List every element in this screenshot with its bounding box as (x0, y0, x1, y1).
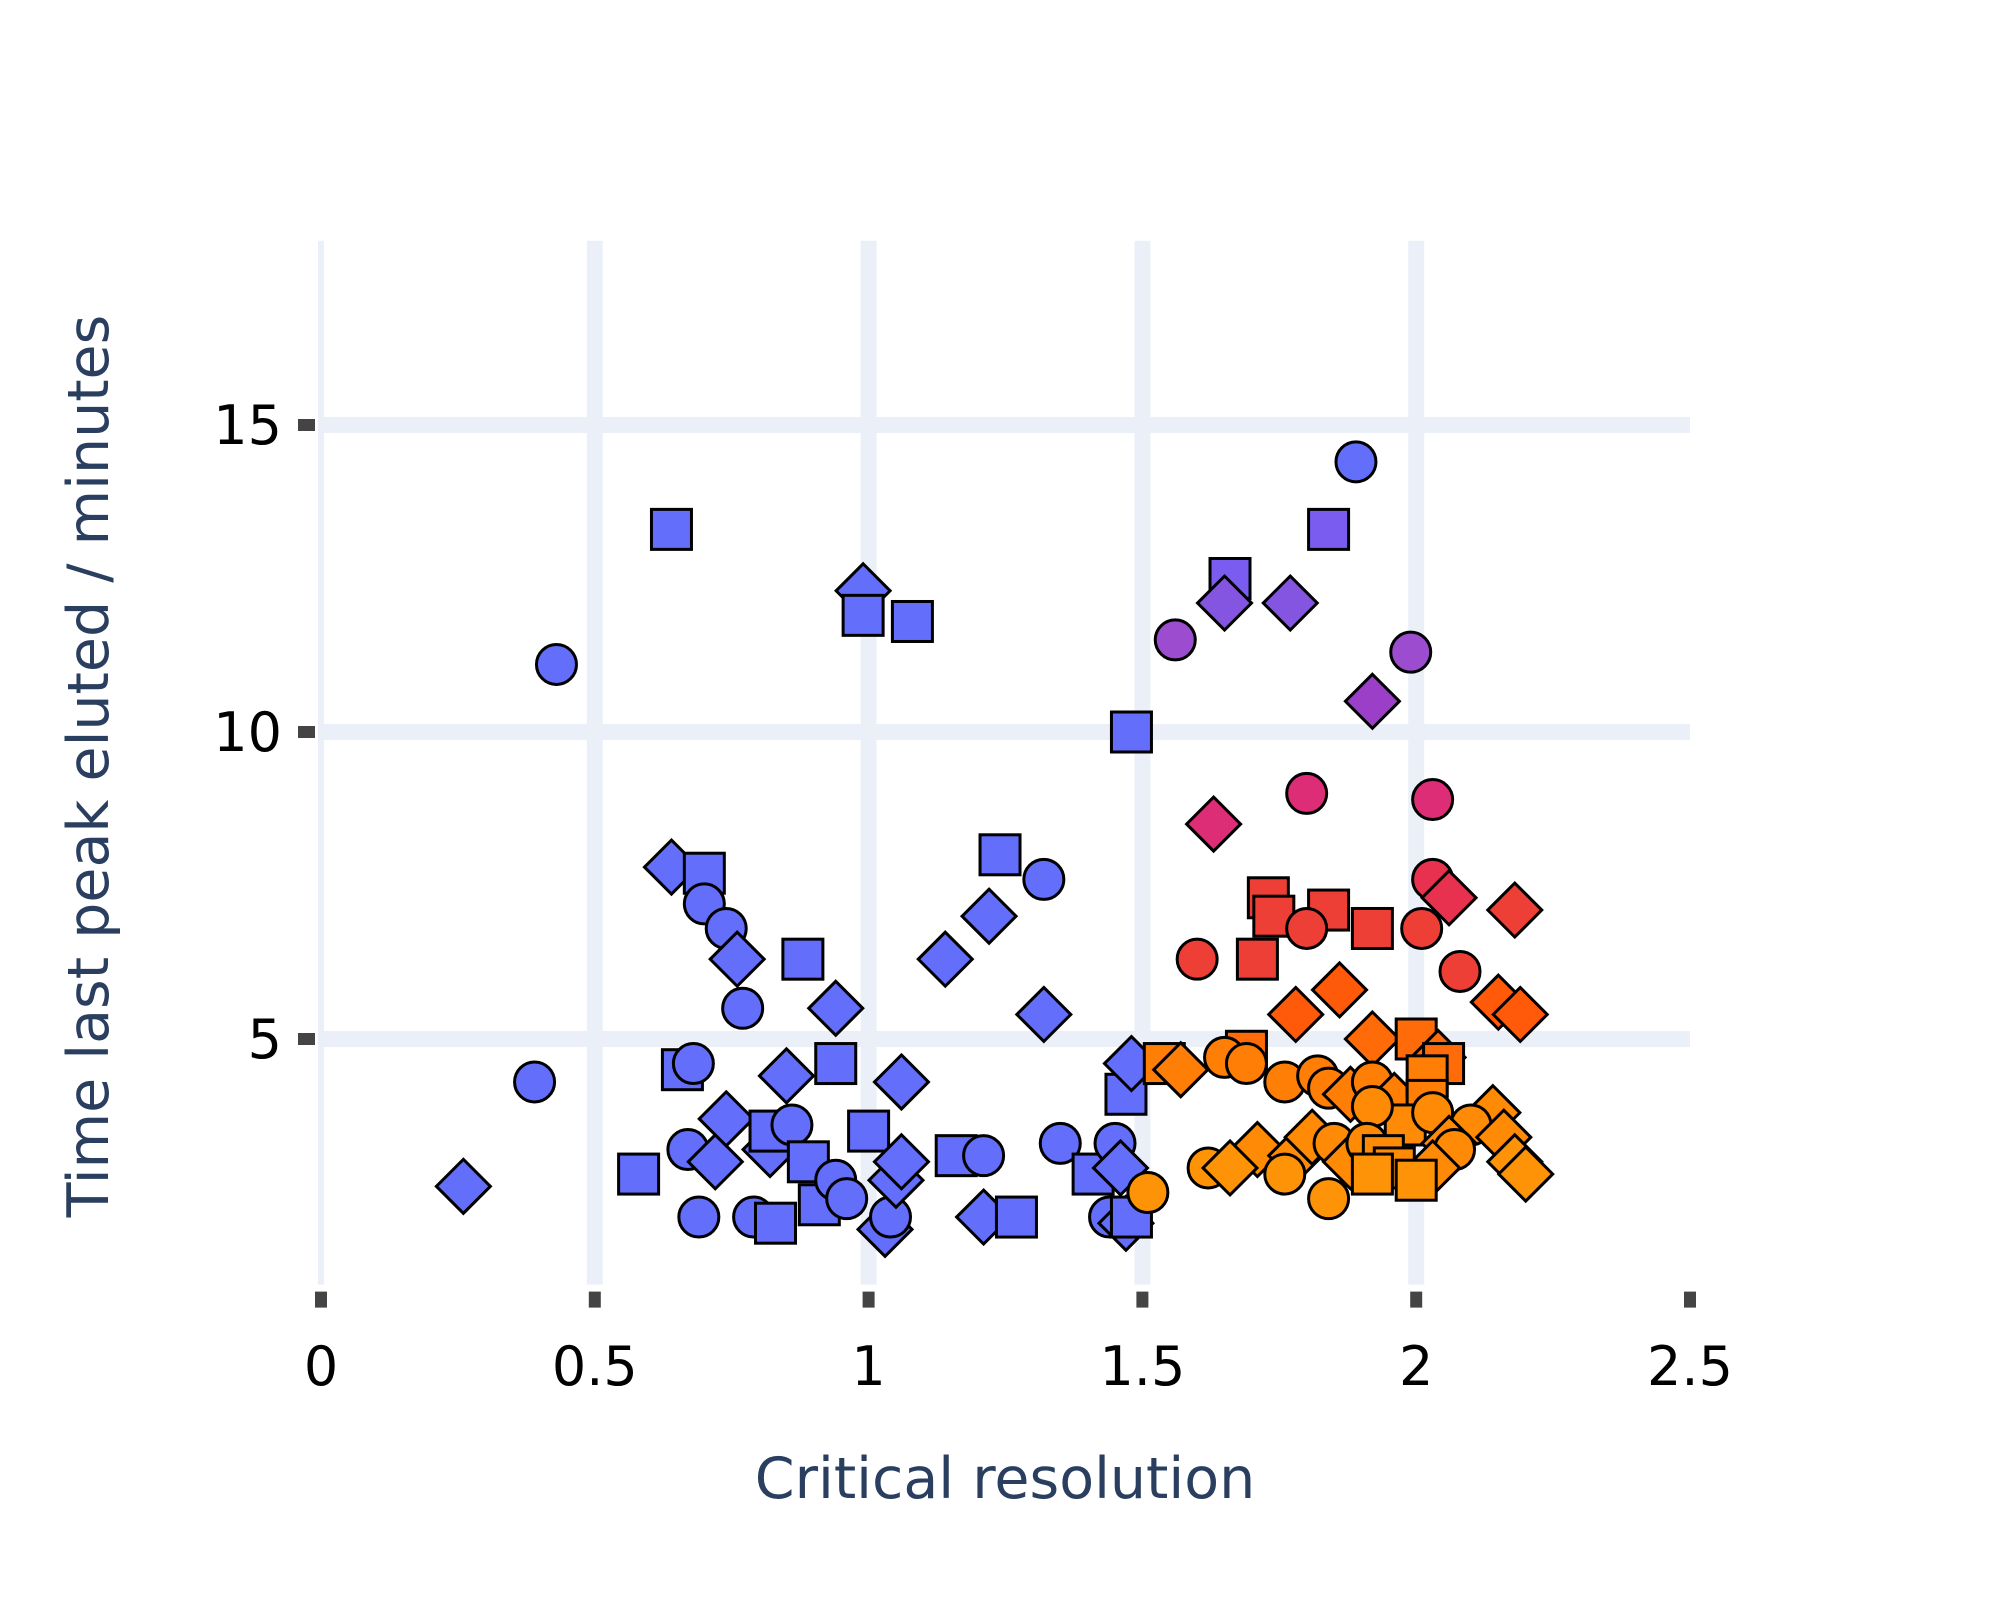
data-point-circle (1334, 440, 1378, 484)
y-tick-label: 5 (248, 1008, 282, 1071)
data-point-circle (1350, 1085, 1394, 1129)
data-point-square (1350, 1152, 1394, 1196)
data-point-square (978, 833, 1022, 877)
data-point-diamond (1491, 985, 1550, 1044)
data-point-circle (1389, 630, 1433, 674)
data-point-square (1307, 507, 1351, 551)
data-point-diamond (1151, 1040, 1210, 1099)
data-point-square (1350, 906, 1394, 950)
data-point-circle (1285, 906, 1329, 950)
data-point-circle (677, 1195, 721, 1239)
data-point-square (617, 1152, 661, 1196)
data-point-square (754, 1201, 798, 1245)
data-point-square (1235, 937, 1279, 981)
x-axis-tick-labels: 0 0.5 1 1.5 2 2.5 (304, 1335, 1733, 1398)
data-point-diamond (686, 1132, 745, 1191)
data-point-diamond (916, 930, 975, 989)
y-axis-tick-labels: 5 10 15 (213, 394, 282, 1071)
data-point-circle (1438, 949, 1482, 993)
data-point-diamond (1014, 985, 1073, 1044)
data-point-circle (1224, 1042, 1268, 1086)
data-point-circle (770, 1103, 814, 1147)
data-point-circle (1307, 1177, 1351, 1221)
y-tick-mark (298, 419, 315, 431)
grid-lines (318, 240, 1690, 1285)
data-point-diamond (757, 1046, 816, 1105)
x-tick-mark (862, 1291, 875, 1308)
data-point-circle (1038, 1121, 1082, 1165)
data-point-square (890, 599, 934, 643)
data-point-diamond (872, 1132, 931, 1191)
data-point-circle (1175, 937, 1219, 981)
data-point-square (994, 1195, 1038, 1239)
x-axis-title: Critical resolution (755, 1446, 1255, 1512)
data-point-circle (1285, 771, 1329, 815)
data-point-square (814, 1042, 858, 1086)
data-point-diamond (1343, 672, 1402, 731)
data-point-diamond (434, 1157, 493, 1216)
data-points (434, 440, 1555, 1259)
y-tick-label: 15 (213, 394, 282, 457)
data-point-circle (962, 1134, 1006, 1178)
x-tick-label: 0 (304, 1335, 338, 1398)
data-point-diamond (806, 979, 865, 1038)
x-tick-mark (315, 1291, 327, 1308)
data-point-square (847, 1109, 891, 1153)
y-axis-title: Time last peak eluted / minutes (56, 315, 122, 1219)
data-point-circle (1126, 1171, 1170, 1214)
data-point-circle (1400, 906, 1444, 950)
data-point-circle (1411, 778, 1455, 822)
data-point-circle (1022, 857, 1066, 901)
x-tick-mark (1684, 1291, 1696, 1308)
data-point-diamond (1266, 985, 1325, 1044)
data-point-diamond (697, 1089, 756, 1148)
data-point-circle (1153, 618, 1197, 662)
data-point-circle (534, 642, 578, 686)
data-point-square (1109, 710, 1153, 754)
data-point-circle (721, 986, 765, 1030)
axis-ticks (298, 419, 1696, 1308)
x-tick-label: 1 (851, 1335, 885, 1398)
data-point-circle (671, 1042, 715, 1086)
data-point-diamond (959, 887, 1019, 946)
x-tick-mark (588, 1291, 601, 1308)
data-point-diamond (708, 930, 767, 989)
x-tick-label: 1.5 (1099, 1335, 1185, 1398)
x-tick-label: 2 (1399, 1335, 1433, 1398)
x-tick-mark (1410, 1291, 1423, 1308)
data-point-diamond (1419, 868, 1479, 927)
data-point-diamond (1496, 1144, 1555, 1204)
data-point-diamond (1261, 573, 1320, 633)
data-point-diamond (1184, 794, 1243, 854)
data-point-circle (1263, 1152, 1307, 1196)
data-point-square (1394, 1158, 1438, 1202)
data-point-diamond (1195, 573, 1254, 633)
data-point-diamond (1485, 880, 1544, 940)
data-point-circle (825, 1177, 869, 1221)
y-tick-mark (298, 726, 315, 738)
data-point-diamond (1310, 960, 1369, 1020)
x-tick-mark (1136, 1291, 1149, 1308)
data-point-square (649, 507, 693, 551)
data-point-diamond (872, 1052, 931, 1112)
y-tick-mark (298, 1033, 315, 1045)
x-tick-label: 2.5 (1647, 1335, 1733, 1398)
y-tick-label: 10 (213, 701, 282, 764)
data-point-square (781, 937, 825, 981)
data-point-diamond (1200, 1138, 1260, 1198)
x-tick-label: 0.5 (552, 1335, 638, 1398)
data-point-square (841, 593, 885, 637)
data-point-circle (513, 1060, 557, 1104)
